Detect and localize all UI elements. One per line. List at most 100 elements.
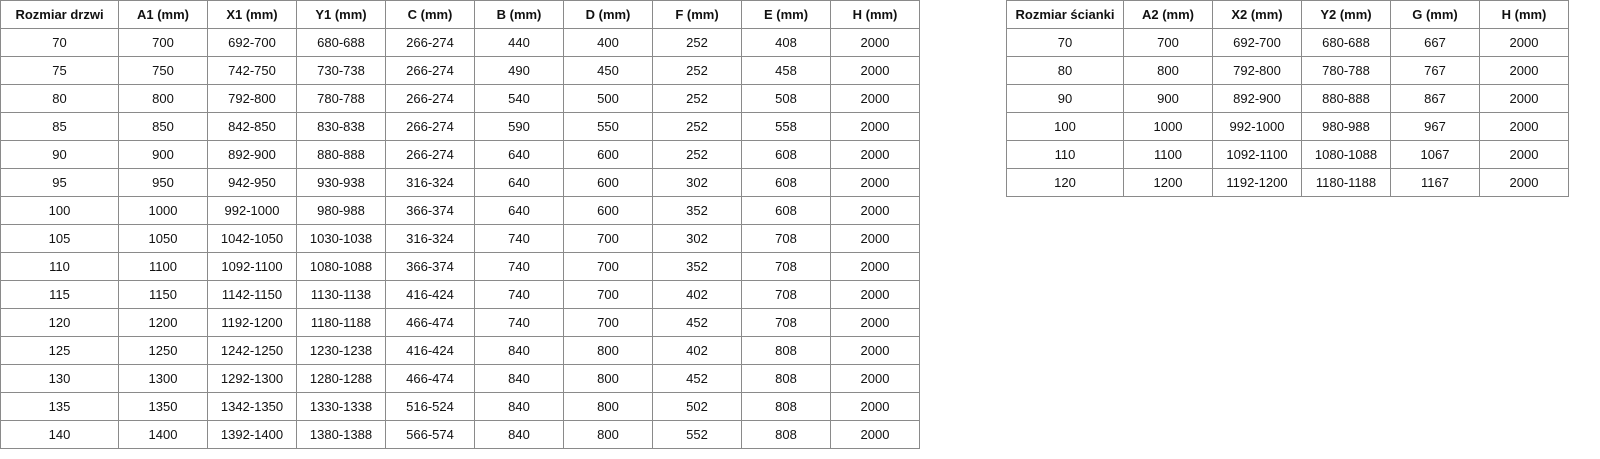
table-cell: 942-950 [207,168,297,197]
table-cell: 352 [652,252,742,281]
table-cell: 1130-1138 [296,280,386,309]
table-cell: 667 [1390,28,1480,57]
table-cell: 402 [652,336,742,365]
table-cell: 1142-1150 [207,280,297,309]
table-cell: 416-424 [385,280,475,309]
table-row: 110 1100 1092-1100 1080-1088 366-374 740 700 35… [0,252,920,281]
column-header: B (mm) [474,0,564,29]
table-cell: 1200 [1123,168,1213,197]
table-cell: 740 [474,252,564,281]
table-cell: 992-1000 [1212,112,1302,141]
table-cell: 502 [652,392,742,421]
table-cell: 800 [1123,56,1213,85]
table-cell: 2000 [830,364,920,393]
table-cell: 110 [0,252,119,281]
table-cell: 130 [0,364,119,393]
table-cell: 1042-1050 [207,224,297,253]
table-cell: 366-374 [385,196,475,225]
table-cell: 780-788 [296,84,386,113]
table-row: 85 850 842-850 830-838 266-274 590 550 252 558 20… [0,112,920,141]
table-cell: 708 [741,224,831,253]
table-cell: 808 [741,392,831,421]
table-cell: 742-750 [207,56,297,85]
table-cell: 840 [474,420,564,449]
table-cell: 1000 [118,196,208,225]
column-header: X1 (mm) [207,0,297,29]
table-row: 120 1200 1192-1200 1180-1188 1167 2000 [1006,168,1569,197]
column-header: H (mm) [830,0,920,29]
table-cell: 90 [1006,84,1124,113]
table-cell: 800 [563,336,653,365]
table-cell: 105 [0,224,119,253]
table-cell: 135 [0,392,119,421]
table-cell: 70 [1006,28,1124,57]
table-row: 80 800 792-800 780-788 266-274 540 500 252 508 20… [0,84,920,113]
table-row: 90 900 892-900 880-888 867 2000 [1006,84,1569,113]
table-cell: 252 [652,140,742,169]
table-cell: 1342-1350 [207,392,297,421]
table-cell: 900 [118,140,208,169]
table-cell: 1392-1400 [207,420,297,449]
table-cell: 95 [0,168,119,197]
column-header: A1 (mm) [118,0,208,29]
table-row: 125 1250 1242-1250 1230-1238 416-424 840 800 40… [0,336,920,365]
table-row: 80 800 792-800 780-788 767 2000 [1006,56,1569,85]
table-row: 90 900 892-900 880-888 266-274 640 600 252 608 20… [0,140,920,169]
table-cell: 2000 [830,308,920,337]
table-cell: 2000 [830,112,920,141]
table-cell: 2000 [830,392,920,421]
table-cell: 1030-1038 [296,224,386,253]
table-cell: 967 [1390,112,1480,141]
table-cell: 252 [652,112,742,141]
table-cell: 140 [0,420,119,449]
table-cell: 930-938 [296,168,386,197]
table-cell: 700 [1123,28,1213,57]
table-cell: 740 [474,224,564,253]
table-cell: 800 [563,420,653,449]
table-cell: 266-274 [385,140,475,169]
table-cell: 550 [563,112,653,141]
table-cell: 2000 [1479,28,1569,57]
table-cell: 1050 [118,224,208,253]
column-header: Rozmiar drzwi [0,0,119,29]
table-cell: 800 [118,84,208,113]
table-cell: 892-900 [1212,84,1302,113]
table-cell: 640 [474,196,564,225]
table-row: 140 1400 1392-1400 1380-1388 566-574 840 800 55… [0,420,920,449]
table-cell: 80 [1006,56,1124,85]
column-header: F (mm) [652,0,742,29]
table-cell: 1350 [118,392,208,421]
column-header: Rozmiar ścianki [1006,0,1124,29]
table-cell: 2000 [1479,168,1569,197]
table-cell: 120 [0,308,119,337]
table-cell: 992-1000 [207,196,297,225]
table-cell: 1250 [118,336,208,365]
table-cell: 80 [0,84,119,113]
table-cell: 700 [563,224,653,253]
table-cell: 1080-1088 [296,252,386,281]
column-header: G (mm) [1390,0,1480,29]
table-cell: 842-850 [207,112,297,141]
table-cell: 1242-1250 [207,336,297,365]
table-cell: 416-424 [385,336,475,365]
table-cell: 950 [118,168,208,197]
table-cell: 640 [474,168,564,197]
table-cell: 1280-1288 [296,364,386,393]
table-cell: 680-688 [296,28,386,57]
table-cell: 867 [1390,84,1480,113]
column-header: D (mm) [563,0,653,29]
table-cell: 366-374 [385,252,475,281]
table-row: 100 1000 992-1000 980-988 967 2000 [1006,112,1569,141]
table-cell: 708 [741,280,831,309]
table-cell: 808 [741,364,831,393]
table-row: 105 1050 1042-1050 1030-1038 316-324 740 700 30… [0,224,920,253]
column-header: C (mm) [385,0,475,29]
table-cell: 680-688 [1301,28,1391,57]
table-row: 135 1350 1342-1350 1330-1338 516-524 840 800 50… [0,392,920,421]
table-cell: 252 [652,28,742,57]
table-cell: 452 [652,364,742,393]
table-cell: 2000 [1479,84,1569,113]
table-cell: 800 [563,364,653,393]
column-header: E (mm) [741,0,831,29]
table-cell: 1092-1100 [1212,140,1302,169]
